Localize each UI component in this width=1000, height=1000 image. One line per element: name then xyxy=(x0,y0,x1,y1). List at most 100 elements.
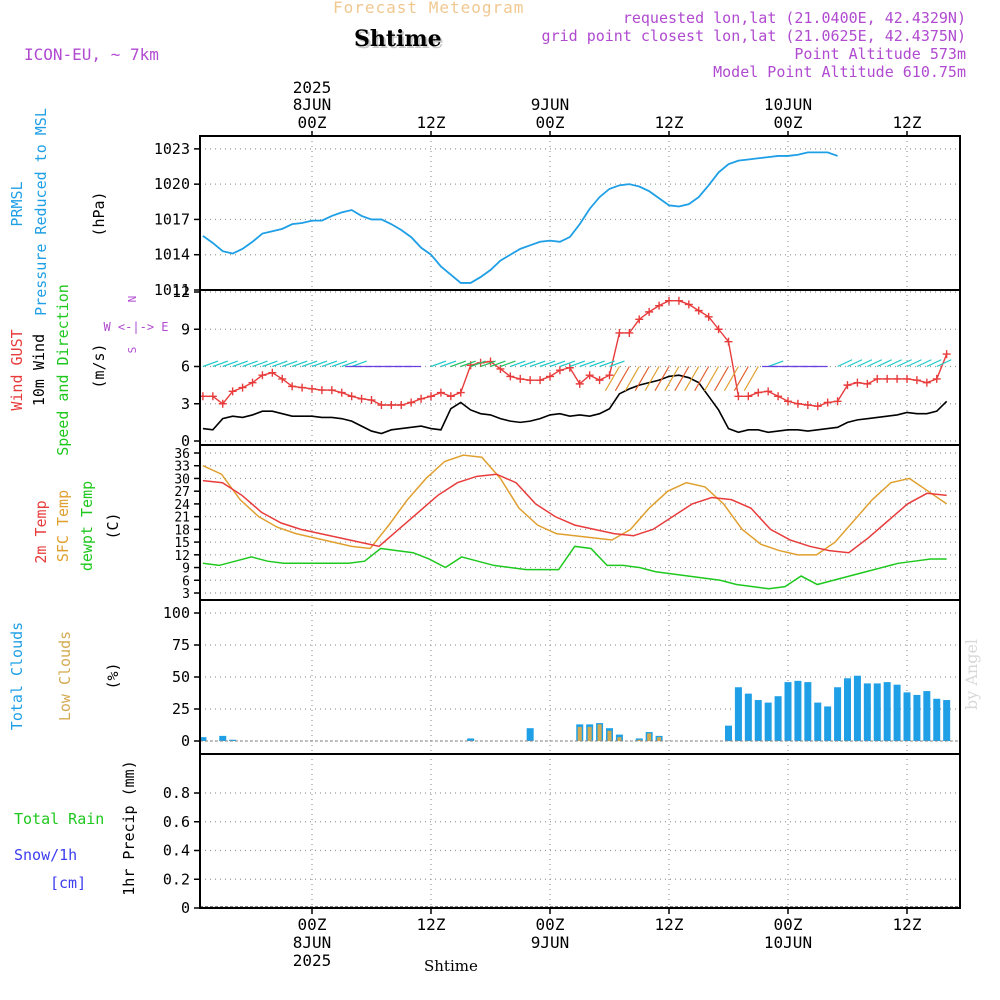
total-cloud-bar xyxy=(229,739,237,741)
gridpoint-coords: grid point closest lon,lat (21.0625E, 42… xyxy=(541,27,966,45)
wind-gust-point xyxy=(367,396,376,405)
wind-direction-arrow xyxy=(837,359,853,368)
ytick-label-wind: 0 xyxy=(181,432,190,450)
wind-speed-direction-label: Speed and Direction xyxy=(54,284,72,456)
wind-gust-point xyxy=(744,392,753,401)
footer-location: Shtime xyxy=(424,957,478,975)
wind-direction-arrow xyxy=(599,360,615,368)
wind-direction-arrow xyxy=(510,360,526,368)
wind-direction-arrow xyxy=(262,360,278,368)
wind-gust-point xyxy=(516,374,525,383)
wind-gust-point xyxy=(238,383,247,392)
wind-gust-point xyxy=(873,374,882,383)
wind-gust-point xyxy=(278,374,287,383)
bottom-date-label: 8JUN xyxy=(293,933,332,952)
ytick-label-temperature: 18 xyxy=(174,523,190,538)
wind-gust-point xyxy=(268,368,277,377)
low-clouds-label: Low Clouds xyxy=(56,631,74,721)
total-cloud-bar xyxy=(834,687,842,741)
wind-direction-arrow xyxy=(341,360,357,368)
wind-gust-point xyxy=(575,379,584,388)
wind-gust-point xyxy=(665,296,673,305)
wind-gust-point xyxy=(446,392,455,401)
wind-gust-point xyxy=(655,301,664,310)
pressure-label-2: Pressure Reduced to MSL xyxy=(32,108,50,316)
wind-gust-point xyxy=(337,388,346,397)
wind-gust-point xyxy=(784,397,792,406)
wind-series-group xyxy=(200,296,952,435)
bottom-time-label: 00Z xyxy=(774,915,803,934)
wind-direction-arrow xyxy=(440,360,457,368)
wind-gust-point xyxy=(903,374,911,383)
clouds-unit-label: (%) xyxy=(104,662,122,689)
wind-gust-point xyxy=(288,382,297,391)
total-cloud-bar xyxy=(913,694,921,741)
wind-gust-point xyxy=(754,388,763,397)
snow-unit-label: [cm] xyxy=(50,874,86,892)
wind-10m-label: 10m Wind xyxy=(30,334,48,406)
dewpoint-label: dewpt Temp xyxy=(78,481,96,571)
wind-direction-arrow xyxy=(232,360,248,368)
total-cloud-bar xyxy=(844,678,851,741)
pressure-label-1: PRMSL xyxy=(8,181,26,226)
wind-direction-arrow xyxy=(674,366,690,392)
panel-frame-pressure xyxy=(199,135,961,291)
top-time-label: 00Z xyxy=(298,113,327,132)
wind-gust-point xyxy=(327,386,336,395)
bottom-year-label: 2025 xyxy=(293,951,332,970)
wind-gust-point xyxy=(347,392,356,401)
wind-gust-point xyxy=(308,384,316,393)
ytick-label-precip: 0.6 xyxy=(163,813,190,831)
wind-direction-arrow xyxy=(559,360,576,368)
wind-direction-arrow xyxy=(896,359,912,368)
total-cloud-bar xyxy=(200,737,207,741)
total-cloud-bar xyxy=(923,691,931,741)
wind-gust-point xyxy=(823,398,832,407)
wind-direction-arrow xyxy=(321,360,338,368)
wind-gust-point xyxy=(595,376,604,385)
cloud-bars-group xyxy=(200,675,951,741)
wind-direction-arrow xyxy=(634,366,650,392)
wind-gust-point xyxy=(555,366,564,375)
wind-gust-point xyxy=(506,372,515,381)
wind-gust-point xyxy=(714,325,723,334)
top-time-label: 12Z xyxy=(417,113,446,132)
panel-frame-precip xyxy=(199,753,961,909)
wind-gust-point xyxy=(793,399,802,408)
wind-direction-arrow xyxy=(222,360,238,368)
ytick-label-wind: 12 xyxy=(172,283,190,301)
total-cloud-bar xyxy=(883,682,891,741)
ytick-label-clouds: 50 xyxy=(172,668,190,686)
wind-speed-series xyxy=(202,374,948,435)
wind-gust-point xyxy=(258,371,267,380)
low-cloud-bar xyxy=(637,739,642,741)
low-cloud-bar xyxy=(577,726,582,741)
top-time-label: 12Z xyxy=(655,113,684,132)
total-cloud-bar xyxy=(725,725,732,741)
wind-direction-arrow xyxy=(723,366,739,392)
wind-gust-point xyxy=(774,392,783,401)
wind-gust-point xyxy=(228,387,237,396)
wind-direction-arrow xyxy=(470,360,486,368)
total-cloud-bar xyxy=(744,693,752,741)
point-altitude: Point Altitude 573m xyxy=(794,45,966,63)
temp-unit-label: (C) xyxy=(104,512,122,539)
wind-direction-arrow xyxy=(252,360,268,368)
ytick-label-temperature: 24 xyxy=(174,498,190,513)
total-cloud-bar xyxy=(903,692,911,741)
wind-gust-point xyxy=(417,394,426,403)
wind-direction-arrow xyxy=(569,360,586,368)
wind-direction-arrow xyxy=(549,360,566,368)
ytick-label-precip: 0.2 xyxy=(163,870,190,888)
ytick-label-precip: 0 xyxy=(181,899,190,917)
temp-2m-label: 2m Temp xyxy=(32,500,50,563)
wind-direction-arrow xyxy=(767,360,784,368)
wind-gust-point xyxy=(248,378,257,387)
wind-direction-arrow xyxy=(272,360,288,368)
wind-unit-label: (m/s) xyxy=(90,343,108,388)
wind-direction-arrow xyxy=(906,359,922,368)
wind-direction-arrow xyxy=(936,359,952,368)
wind-direction-arrow xyxy=(713,366,730,392)
low-cloud-bar xyxy=(617,737,622,741)
